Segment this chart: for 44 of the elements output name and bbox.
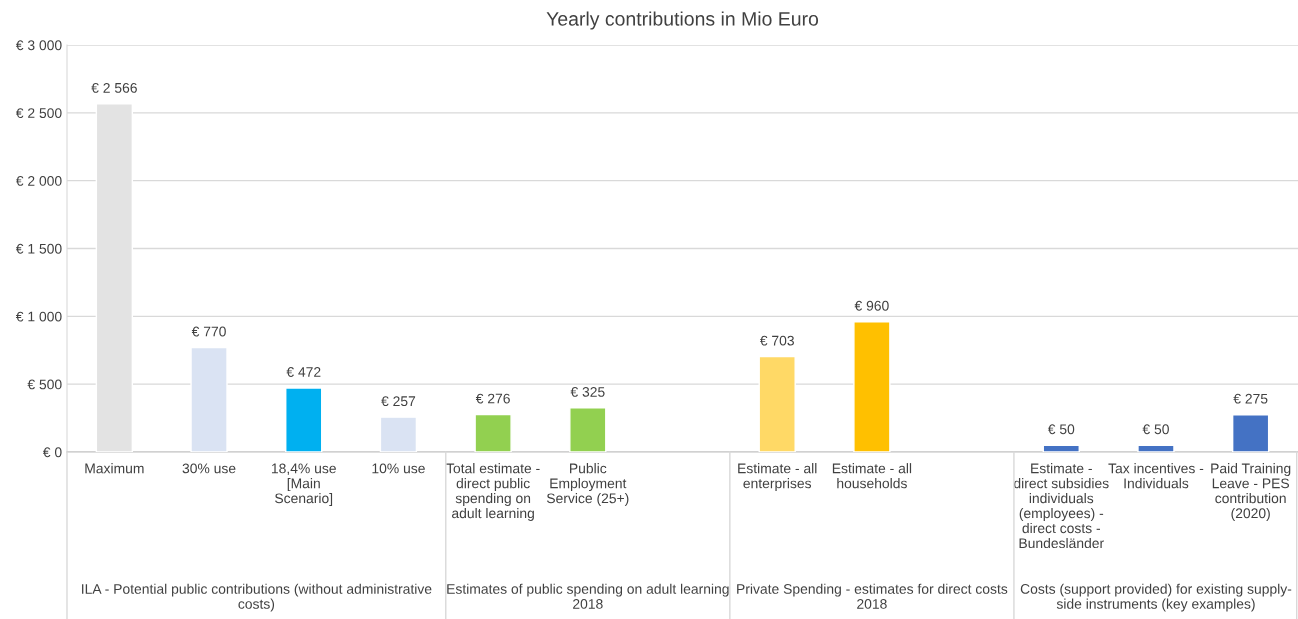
bar [758,355,796,452]
data-label: € 50 [1047,424,1075,435]
bar [190,346,228,452]
data-label: € 50 [1142,424,1169,435]
bar [285,387,323,452]
bar [1231,413,1270,452]
bar [1042,444,1080,452]
x-tick-label: Tax incentives - Individuals [1108,463,1204,489]
y-tick-label: € 1 000 [15,311,62,322]
chart-title: Yearly contributions in Mio Euro [546,11,819,30]
data-label: € 960 [854,300,889,311]
x-tick-label: 18,4% use [Main Scenario] [271,463,336,506]
data-label: € 257 [381,396,416,407]
data-label: € 276 [475,393,510,404]
x-tick-label: 30% use [182,463,236,474]
text: Estimates of public spending on adult learning 2018 [447,583,729,609]
x-tick-label: Estimate - all households [832,463,912,489]
bar [853,321,891,452]
x-tick-label: Maximum [85,463,144,474]
text: Costs (support provided) for existing supply- side instruments (key examples) [1020,583,1292,612]
bar [1137,444,1175,452]
y-tick-label: € 1 500 [15,243,62,254]
x-tick-label: Paid Training Leave - PES contribution (2020) [1211,463,1291,521]
data-label: € 703 [759,335,794,346]
bar [569,407,607,452]
text: Private Spending - estimates for direct costs 2018 [737,583,1008,609]
data-label: € 325 [570,386,605,397]
bar [474,413,512,452]
y-tick-label: € 2 500 [15,108,62,118]
bar [379,416,418,452]
data-label: € 770 [191,326,226,337]
x-tick-label: Total estimate - direct public spending on adult learning [446,463,540,521]
y-tick-label: € 2 000 [15,176,62,186]
x-tick-label: Estimate - all enterprises [738,463,817,492]
x-tick-label: Public Employment Service (25+) [546,463,629,506]
y-tick-label: € 3 000 [15,40,62,51]
x-tick-label: 10% use [372,463,425,474]
x-tick-label: Estimate - direct subsidies individuals (employees) - direct costs - Bundesländer [1013,463,1109,549]
data-label: € 472 [286,367,321,377]
data-label: € 2 566 [91,82,137,93]
y-tick-label: € 0 [42,447,62,458]
data-label: € 275 [1233,393,1268,404]
text: ILA - Potential public contributions (without administrative costs) [82,583,432,612]
y-tick-label: € 500 [27,379,62,390]
